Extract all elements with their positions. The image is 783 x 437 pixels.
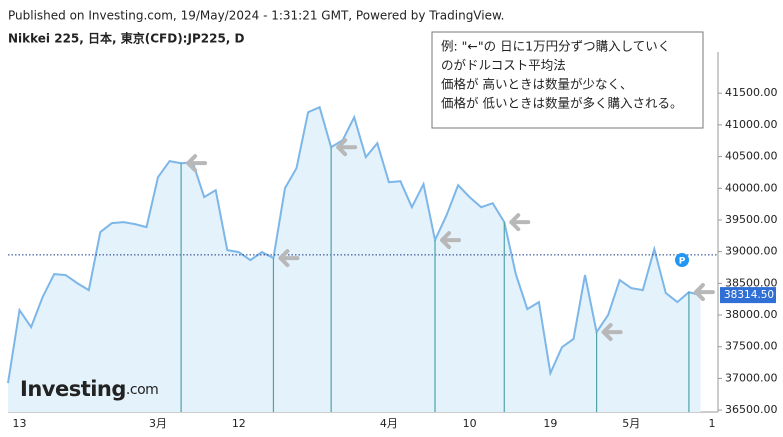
p-badge-label: P (679, 257, 686, 267)
y-tick-label: 37000.00 (725, 371, 778, 384)
y-tick-label: 39000.00 (725, 245, 778, 258)
y-tick-label: 41000.00 (725, 118, 778, 131)
y-tick-label: 41500.00 (725, 86, 778, 99)
x-tick-label: 10 (463, 417, 477, 430)
x-tick-label: 3月 (149, 417, 167, 430)
y-tick-label: 36500.00 (725, 403, 778, 416)
annotation-box (431, 31, 704, 129)
y-tick-label: 38000.00 (725, 308, 778, 321)
buy-arrow (186, 154, 208, 173)
annotation: 例: "←"の 日に1万円分ずつ購入していく のがドルコスト平均法 価格が 高い… (431, 31, 704, 129)
annotation-line: 価格が 低いときは数量が多く購入される。 (441, 96, 682, 111)
buy-arrow (601, 323, 623, 342)
y-tick-label: 39500.00 (725, 213, 778, 226)
x-tick-label: 1 (709, 417, 716, 430)
header: Published on Investing.com, 19/May/2024 … (8, 9, 505, 23)
y-tick-label: 40000.00 (725, 181, 778, 194)
annotation-line: 例: "←"の 日に1万円分ずつ購入していく (441, 39, 670, 54)
buy-arrow (336, 138, 358, 157)
x-tick-label: 12 (232, 417, 246, 430)
price-line (7, 105, 701, 384)
annotation-line: のがドルコスト平均法 (441, 58, 566, 73)
buy-arrow (693, 283, 715, 302)
buy-arrow (278, 249, 300, 268)
chart-title: Nikkei 225, 日本, 東京(CFD):JP225, D (8, 31, 245, 46)
annotation-line: 価格が 高いときは数量が少なく、 (441, 77, 632, 92)
x-tick-label: 4月 (380, 417, 398, 430)
x-tick-label: 5月 (622, 417, 640, 430)
p-badge (675, 253, 689, 267)
logo-brand: Investing (20, 377, 126, 401)
y-tick-label: 37500.00 (725, 340, 778, 353)
buy-arrow (509, 213, 531, 232)
last-price-label: 38314.50 (724, 289, 774, 301)
logo: Investing.com (20, 377, 158, 401)
x-tick-label: 13 (13, 417, 27, 430)
x-tick-label: 19 (543, 417, 557, 430)
y-tick-label: 40500.00 (725, 150, 778, 163)
buy-arrow (440, 231, 462, 250)
logo-suffix: .com (126, 382, 158, 398)
last-price-box (720, 287, 776, 304)
y-tick-label: 38500.00 (725, 276, 778, 289)
plot (7, 105, 718, 412)
